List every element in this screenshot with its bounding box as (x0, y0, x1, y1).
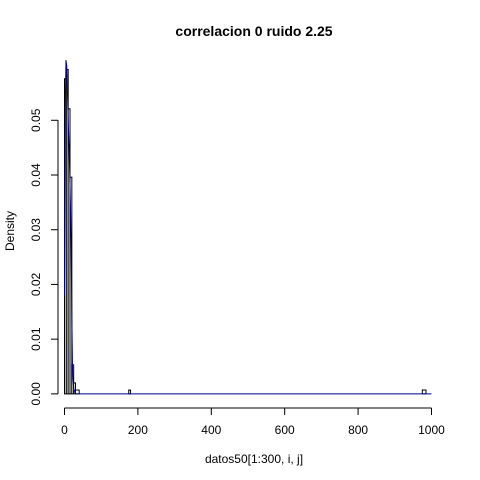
density-curve (64, 60, 432, 395)
x-tick-label: 0 (61, 423, 68, 437)
y-tick-label: 0.04 (29, 163, 43, 187)
histogram-bar (421, 389, 427, 395)
x-tick-label: 400 (201, 423, 221, 437)
x-tick-label: 600 (275, 423, 295, 437)
chart-title: correlacion 0 ruido 2.25 (175, 23, 332, 39)
x-axis-label: datos50[1:300, i, j] (205, 452, 303, 466)
x-axis: 0 200 400 600 800 1000 (61, 407, 445, 437)
y-tick-label: 0.03 (29, 218, 43, 242)
y-tick-label: 0.01 (29, 327, 43, 351)
histogram-bars (64, 68, 427, 395)
x-tick-label: 800 (348, 423, 368, 437)
y-axis: 0.00 0.01 0.02 0.03 0.04 0.05 (29, 108, 59, 406)
histogram-bar (128, 389, 132, 395)
y-tick-label: 0.02 (29, 272, 43, 296)
x-tick-label: 200 (128, 423, 148, 437)
histogram-bar (75, 389, 80, 395)
x-tick-label: 1000 (418, 423, 445, 437)
y-axis-label: Density (3, 211, 17, 251)
y-tick-label: 0.05 (29, 108, 43, 132)
y-tick-label: 0.00 (29, 382, 43, 406)
